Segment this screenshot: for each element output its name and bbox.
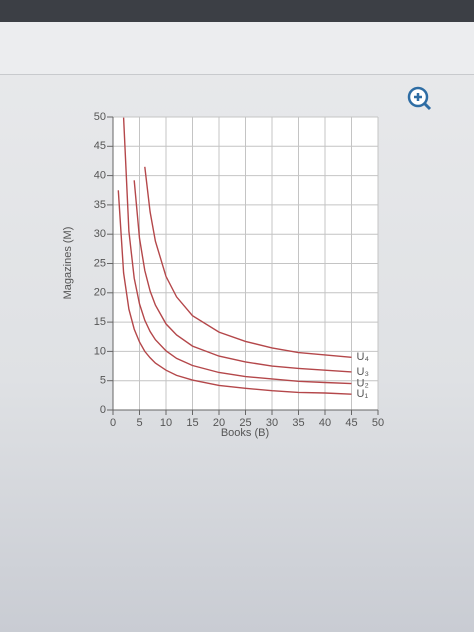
y-axis-label: Magazines (M)	[62, 227, 74, 300]
header-panel	[0, 22, 474, 75]
x-tick-label: 15	[186, 417, 198, 429]
y-tick-label: 25	[94, 257, 106, 269]
curve	[144, 166, 352, 358]
x-tick-label: 20	[213, 417, 225, 429]
x-tick-label: 30	[266, 417, 278, 429]
zoom-button[interactable]	[407, 86, 432, 111]
curve-label: U₁	[357, 388, 369, 400]
top-bar	[0, 0, 474, 22]
y-tick-label: 10	[94, 345, 106, 357]
y-tick-label: 5	[100, 375, 106, 387]
y-tick-label: 15	[94, 316, 106, 328]
y-tick-label: 20	[94, 287, 106, 299]
y-tick-label: 45	[94, 140, 106, 152]
x-tick-label: 45	[345, 417, 357, 429]
curve-label: U₄	[357, 351, 370, 363]
curve	[117, 190, 352, 395]
x-axis-label: Books (B)	[221, 427, 269, 439]
curve-label: U₃	[357, 366, 369, 378]
zoom-handle[interactable]	[422, 101, 432, 111]
x-tick-label: 40	[319, 417, 331, 429]
y-tick-label: 40	[94, 170, 106, 182]
y-tick-label: 50	[94, 111, 106, 123]
curve	[122, 117, 352, 385]
x-tick-label: 5	[136, 417, 142, 429]
x-tick-label: 35	[292, 417, 304, 429]
y-tick-label: 0	[100, 404, 106, 416]
curve-label: U₂	[357, 378, 369, 390]
x-tick-label: 10	[160, 417, 172, 429]
x-tick-label: 25	[239, 417, 251, 429]
curve	[133, 180, 352, 373]
y-tick-label: 35	[94, 199, 106, 211]
x-tick-label: 50	[372, 417, 384, 429]
x-tick-label: 0	[110, 417, 116, 429]
y-tick-label: 30	[94, 228, 106, 240]
